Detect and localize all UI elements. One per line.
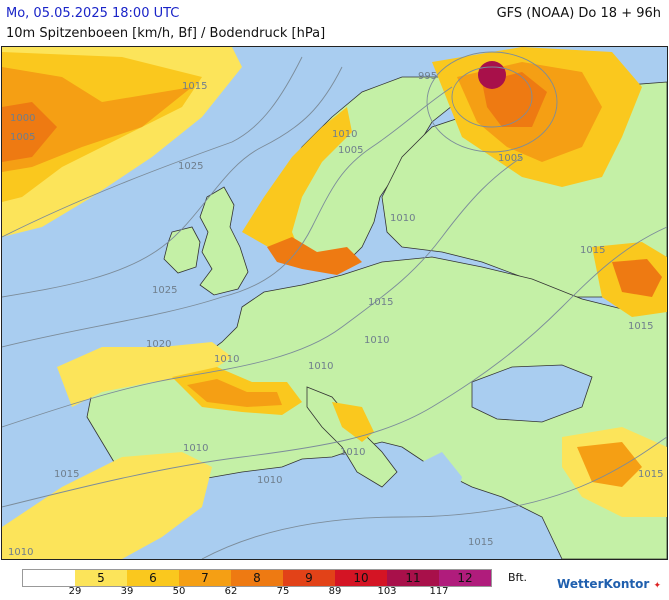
- legend-threshold: 62: [224, 586, 238, 597]
- pressure-label: 1010: [364, 335, 389, 346]
- pressure-label: 1010: [340, 447, 365, 458]
- pressure-label: 1010: [183, 443, 208, 454]
- pressure-label: 1015: [638, 469, 663, 480]
- pressure-label: 1010: [214, 354, 239, 365]
- pressure-label: 1020: [146, 339, 171, 350]
- pressure-labels: 995 1000 1005 1005 1005 1010 1010 1010 1…: [8, 71, 663, 558]
- legend-unit: Bft.: [508, 571, 528, 584]
- legend-cell: 9: [283, 570, 335, 586]
- isobar-line: [2, 66, 343, 298]
- isobar-low: [426, 51, 558, 153]
- legend-threshold: 117: [429, 586, 449, 597]
- pressure-label: 1010: [8, 547, 33, 558]
- legend-cell: 11: [387, 570, 439, 586]
- legend-cell: 10: [335, 570, 387, 586]
- pressure-label: 1015: [468, 537, 493, 548]
- gust-area-norway: [242, 107, 352, 257]
- gust-area-barents-max: [478, 61, 506, 89]
- pressure-label: 1015: [54, 469, 79, 480]
- pressure-label: 1025: [152, 285, 177, 296]
- land-gb: [199, 186, 249, 296]
- gust-area-atlantic-max: [2, 102, 57, 162]
- isobars: [2, 51, 667, 559]
- pressure-label: 1010: [308, 361, 333, 372]
- logo-mark-icon: ✦: [653, 581, 661, 591]
- isobar-line: [2, 156, 523, 428]
- pressure-label: 1025: [178, 161, 203, 172]
- pressure-label: 1005: [10, 132, 35, 143]
- legend-threshold: 39: [120, 586, 134, 597]
- legend-threshold: 89: [328, 586, 342, 597]
- legend-threshold: 29: [68, 586, 82, 597]
- pressure-label: 1015: [182, 81, 207, 92]
- pressure-label: 1015: [580, 245, 605, 256]
- legend-cell: 5: [75, 570, 127, 586]
- legend-cell: 6: [127, 570, 179, 586]
- legend-cell: 12: [439, 570, 491, 586]
- gust-area-biscay: [57, 342, 232, 407]
- gust-area-alps-strong: [187, 379, 282, 407]
- land-ireland: [163, 226, 201, 274]
- logo-text: WetterKontor: [557, 577, 650, 591]
- pressure-label: 1015: [368, 297, 393, 308]
- pressure-label: 1010: [332, 129, 357, 140]
- gust-legend: 5 6 7 8 9 10 11 12: [22, 569, 492, 587]
- legend-threshold: 75: [276, 586, 290, 597]
- map-subtitle: 10m Spitzenboeen [km/h, Bf] / Bodendruck…: [6, 26, 326, 41]
- legend-threshold: 103: [377, 586, 397, 597]
- model-run: GFS (NOAA) Do 18 + 96h: [496, 6, 661, 21]
- pressure-label: 1010: [390, 213, 415, 224]
- weather-map: 995 1000 1005 1005 1005 1010 1010 1010 1…: [1, 46, 668, 560]
- map-svg: 995 1000 1005 1005 1005 1010 1010 1010 1…: [2, 47, 667, 559]
- legend-cell: 8: [231, 570, 283, 586]
- pressure-label: 1010: [257, 475, 282, 486]
- isobar-line: [2, 86, 453, 348]
- pressure-label: 1000: [10, 113, 35, 124]
- pressure-label: 1015: [628, 321, 653, 332]
- legend-threshold: 50: [172, 586, 186, 597]
- wetterkontor-logo[interactable]: WetterKontor ✦: [557, 577, 661, 591]
- gust-area-skagerrak: [267, 237, 362, 275]
- pressure-label: 995: [418, 71, 437, 82]
- isobar-low: [451, 66, 533, 128]
- legend-cell: 7: [179, 570, 231, 586]
- isobar-line: [2, 56, 303, 238]
- pressure-label: 1005: [338, 145, 363, 156]
- pressure-label: 1005: [498, 153, 523, 164]
- forecast-date: Mo, 05.05.2025 18:00 UTC: [6, 6, 180, 21]
- gust-area-turkey-strong: [577, 442, 642, 487]
- isobar-line: [2, 226, 667, 508]
- gust-area-iberia: [2, 452, 212, 559]
- sea-black: [471, 364, 593, 423]
- gust-area-adriatic: [332, 402, 374, 442]
- legend-cell: [23, 570, 75, 586]
- sea-aegean: [407, 452, 462, 517]
- gust-area-atlantic-core: [2, 67, 192, 172]
- isobar-line: [201, 436, 667, 559]
- gust-area-caspian-strong: [612, 259, 662, 297]
